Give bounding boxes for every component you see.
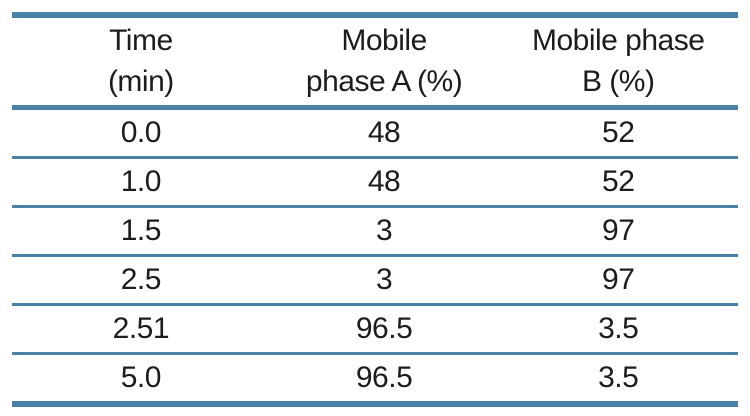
table-row: 2.51 96.5 3.5 (12, 303, 738, 354)
gradient-table-container: Time (min) Mobile phase A (%) Mobile pha… (12, 12, 738, 407)
cell-phase-a: 3 (269, 205, 499, 256)
mobile-phase-gradient-table: Time (min) Mobile phase A (%) Mobile pha… (12, 12, 738, 407)
cell-phase-b: 97 (498, 254, 738, 305)
cell-phase-b: 52 (498, 156, 738, 207)
cell-time: 2.5 (12, 254, 270, 305)
cell-time: 0.0 (120, 116, 162, 149)
cell-time: 5.0 (12, 352, 270, 404)
col-header-time: Time (min) (12, 15, 270, 110)
table-body: 0.0 48 52 1.0 48 52 1.5 3 97 2.5 3 97 2.… (12, 108, 738, 404)
header-row: Time (min) Mobile phase A (%) Mobile pha… (12, 15, 738, 110)
table-row: 0.0 48 52 (12, 108, 738, 158)
table-row: 5.0 96.5 3.5 (12, 352, 738, 404)
col-header-mobile-phase-a-line2: phase A (%) (305, 65, 463, 98)
col-header-mobile-phase-b-line2: B (%) (581, 65, 655, 98)
table-header: Time (min) Mobile phase A (%) Mobile pha… (12, 15, 738, 110)
cell-phase-a: 48 (269, 156, 499, 207)
table-row: 1.0 48 52 (12, 156, 738, 207)
cell-phase-b: 3.5 (498, 303, 738, 354)
cell-phase-b: 97 (498, 205, 738, 256)
cell-phase-b: 52 (602, 116, 635, 149)
cell-phase-b: 3.5 (498, 352, 738, 404)
col-header-time-line1: Time (109, 24, 173, 57)
cell-phase-a: 3 (269, 254, 499, 305)
cell-time: 1.0 (12, 156, 270, 207)
col-header-mobile-phase-b: Mobile phase B (%) (498, 15, 738, 110)
cell-time: 1.5 (12, 205, 270, 256)
col-header-mobile-phase-a-line1: Mobile (341, 24, 427, 57)
col-header-mobile-phase-a: Mobile phase A (%) (269, 15, 499, 110)
cell-phase-a: 96.5 (269, 303, 499, 354)
col-header-mobile-phase-b-line1: Mobile phase (531, 24, 705, 57)
table-row: 2.5 3 97 (12, 254, 738, 305)
table-row: 1.5 3 97 (12, 205, 738, 256)
cell-phase-a: 96.5 (269, 352, 499, 404)
cell-phase-a: 48 (367, 116, 401, 149)
cell-time: 2.51 (12, 303, 270, 354)
col-header-time-line2: (min) (107, 65, 174, 98)
